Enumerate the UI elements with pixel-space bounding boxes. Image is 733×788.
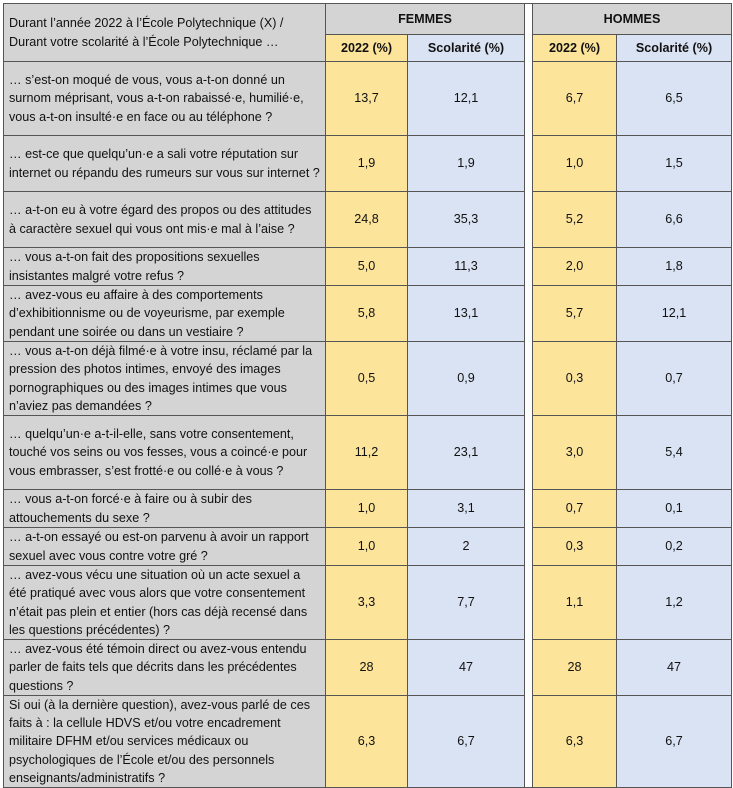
men-scolarite-value: 6,7 (615, 694, 733, 788)
col-header-women-scolarite: Scolarité (%) (407, 34, 525, 62)
group-spacer (524, 61, 533, 136)
women-scolarite-value: 1,9 (407, 135, 525, 192)
table-row: … a-t-on essayé ou est-on parvenu à avoi… (3, 527, 733, 566)
question-cell: … s’est-on moqué de vous, vous a-t-on do… (3, 61, 326, 136)
group-spacer (524, 565, 533, 640)
group-spacer (524, 489, 533, 528)
col-header-men-scolarite: Scolarité (%) (615, 34, 733, 62)
men-scolarite-value: 6,6 (615, 191, 733, 248)
group-spacer (524, 191, 533, 248)
men-2022-value: 28 (532, 639, 617, 696)
table-row: … est-ce que quelqu’un·e a sali votre ré… (3, 135, 733, 192)
women-2022-value: 1,9 (325, 135, 408, 192)
men-2022-value: 2,0 (532, 247, 617, 286)
women-scolarite-value: 35,3 (407, 191, 525, 248)
men-2022-value: 0,3 (532, 341, 617, 416)
table-row: … vous a-t-on déjà filmé·e à votre insu,… (3, 341, 733, 416)
men-2022-value: 0,3 (532, 527, 617, 566)
question-intro-cell: Durant l’année 2022 à l’École Polytechni… (3, 3, 326, 62)
men-scolarite-value: 1,2 (615, 565, 733, 640)
men-scolarite-value: 5,4 (615, 415, 733, 490)
question-cell: … vous a-t-on déjà filmé·e à votre insu,… (3, 341, 326, 416)
table-row: … a-t-on eu à votre égard des propos ou … (3, 191, 733, 248)
question-cell: … vous a-t-on fait des propositions sexu… (3, 247, 326, 286)
men-2022-value: 5,2 (532, 191, 617, 248)
men-scolarite-value: 6,5 (615, 61, 733, 136)
women-2022-value: 3,3 (325, 565, 408, 640)
table-row: Si oui (à la dernière question), avez-vo… (3, 694, 733, 788)
table-row: … vous a-t-on fait des propositions sexu… (3, 247, 733, 286)
question-cell: … est-ce que quelqu’un·e a sali votre ré… (3, 135, 326, 192)
men-2022-value: 1,1 (532, 565, 617, 640)
women-scolarite-value: 23,1 (407, 415, 525, 490)
group-spacer (524, 3, 533, 62)
women-2022-value: 1,0 (325, 527, 408, 566)
women-2022-value: 28 (325, 639, 408, 696)
question-cell: Si oui (à la dernière question), avez-vo… (3, 694, 326, 788)
table-row: … avez-vous vécu une situation où un act… (3, 565, 733, 640)
survey-results-table: Durant l’année 2022 à l’École Polytechni… (3, 3, 733, 788)
women-scolarite-value: 0,9 (407, 341, 525, 416)
question-cell: … quelqu’un·e a-t-il-elle, sans votre co… (3, 415, 326, 490)
men-scolarite-value: 0,2 (615, 527, 733, 566)
col-header-men-2022: 2022 (%) (532, 34, 617, 62)
men-scolarite-value: 47 (615, 639, 733, 696)
women-2022-value: 24,8 (325, 191, 408, 248)
table-row: … quelqu’un·e a-t-il-elle, sans votre co… (3, 415, 733, 490)
table-body: … s’est-on moqué de vous, vous a-t-on do… (3, 61, 733, 788)
women-2022-value: 5,8 (325, 285, 408, 342)
women-scolarite-value: 13,1 (407, 285, 525, 342)
table-row: … vous a-t-on forcé·e à faire ou à subir… (3, 489, 733, 528)
women-scolarite-value: 2 (407, 527, 525, 566)
men-scolarite-value: 0,1 (615, 489, 733, 528)
women-2022-value: 6,3 (325, 694, 408, 788)
question-cell: … avez-vous eu affaire à des comportemen… (3, 285, 326, 342)
group-spacer (524, 247, 533, 286)
group-spacer (524, 639, 533, 696)
question-cell: … avez-vous vécu une situation où un act… (3, 565, 326, 640)
men-2022-value: 0,7 (532, 489, 617, 528)
group-spacer (524, 527, 533, 566)
group-spacer (524, 695, 533, 788)
women-2022-value: 5,0 (325, 247, 408, 286)
question-cell: … avez-vous été témoin direct ou avez-vo… (3, 639, 326, 696)
question-cell: … vous a-t-on forcé·e à faire ou à subir… (3, 489, 326, 528)
women-scolarite-value: 12,1 (407, 61, 525, 136)
table-row: … avez-vous été témoin direct ou avez-vo… (3, 639, 733, 696)
question-intro: Durant l’année 2022 à l’École Polytechni… (9, 16, 284, 49)
group-spacer (524, 135, 533, 192)
men-scolarite-value: 0,7 (615, 341, 733, 416)
women-2022-value: 13,7 (325, 61, 408, 136)
women-scolarite-value: 47 (407, 639, 525, 696)
women-2022-value: 1,0 (325, 489, 408, 528)
question-cell: … a-t-on eu à votre égard des propos ou … (3, 191, 326, 248)
group-spacer (524, 285, 533, 342)
table-row: … avez-vous eu affaire à des comportemen… (3, 285, 733, 342)
men-scolarite-value: 1,8 (615, 247, 733, 286)
table-row: … s’est-on moqué de vous, vous a-t-on do… (3, 61, 733, 136)
men-2022-value: 3,0 (532, 415, 617, 490)
women-2022-value: 11,2 (325, 415, 408, 490)
women-scolarite-value: 6,7 (407, 694, 525, 788)
men-2022-value: 6,7 (532, 61, 617, 136)
question-cell: … a-t-on essayé ou est-on parvenu à avoi… (3, 527, 326, 566)
men-2022-value: 1,0 (532, 135, 617, 192)
women-2022-value: 0,5 (325, 341, 408, 416)
men-2022-value: 6,3 (532, 694, 617, 788)
women-scolarite-value: 11,3 (407, 247, 525, 286)
group-header-men: HOMMES (531, 3, 733, 35)
group-spacer (524, 341, 533, 416)
women-scolarite-value: 7,7 (407, 565, 525, 640)
women-scolarite-value: 3,1 (407, 489, 525, 528)
group-spacer (524, 415, 533, 490)
group-header-women: FEMMES (325, 3, 525, 35)
men-scolarite-value: 1,5 (615, 135, 733, 192)
col-header-women-2022: 2022 (%) (325, 34, 408, 62)
men-2022-value: 5,7 (532, 285, 617, 342)
men-scolarite-value: 12,1 (615, 285, 733, 342)
